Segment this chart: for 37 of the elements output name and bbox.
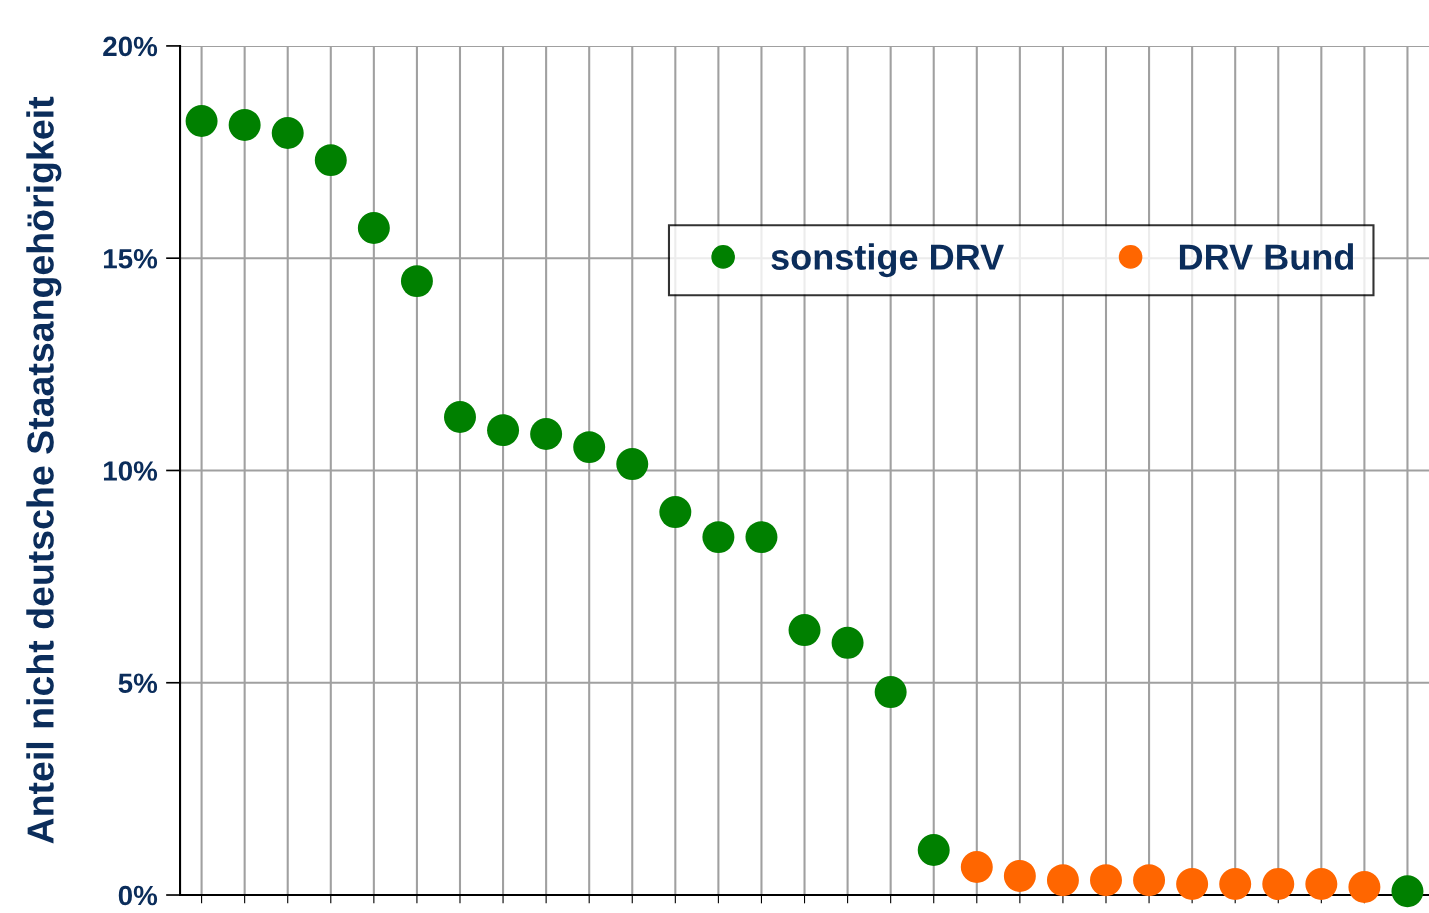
legend-label: DRV Bund	[1179, 243, 1354, 270]
point	[271, 116, 304, 149]
point	[1348, 870, 1381, 903]
point	[616, 448, 649, 481]
legend-label: sonstige DRV	[771, 243, 1004, 278]
point	[831, 626, 864, 659]
point	[960, 851, 993, 883]
point	[874, 676, 907, 709]
point	[530, 417, 563, 450]
point	[1391, 875, 1424, 908]
point	[400, 265, 433, 298]
point	[1305, 867, 1338, 900]
point	[444, 400, 476, 433]
y-tick-label: 5%	[118, 673, 158, 694]
point	[1046, 864, 1079, 897]
point	[228, 108, 261, 141]
point	[357, 212, 390, 245]
point	[1090, 864, 1122, 897]
point	[917, 834, 950, 866]
point	[745, 521, 778, 554]
point	[185, 105, 218, 138]
point	[702, 521, 735, 554]
y-tick-label: 15%	[103, 248, 158, 269]
point	[314, 144, 347, 177]
point	[1003, 859, 1036, 892]
y-tick-label: 0%	[118, 885, 158, 906]
point	[487, 414, 520, 447]
point	[788, 614, 821, 647]
point	[1219, 867, 1252, 900]
y-tick-label: 10%	[103, 461, 158, 481]
point	[1262, 867, 1295, 900]
y-tick-label: 20%	[103, 36, 158, 57]
point	[573, 431, 606, 464]
point	[1133, 864, 1166, 897]
y-axis-title: Anteil nicht deutsche Staatsangehörigkeit	[26, 96, 62, 844]
point	[1176, 867, 1209, 900]
point	[659, 496, 692, 529]
